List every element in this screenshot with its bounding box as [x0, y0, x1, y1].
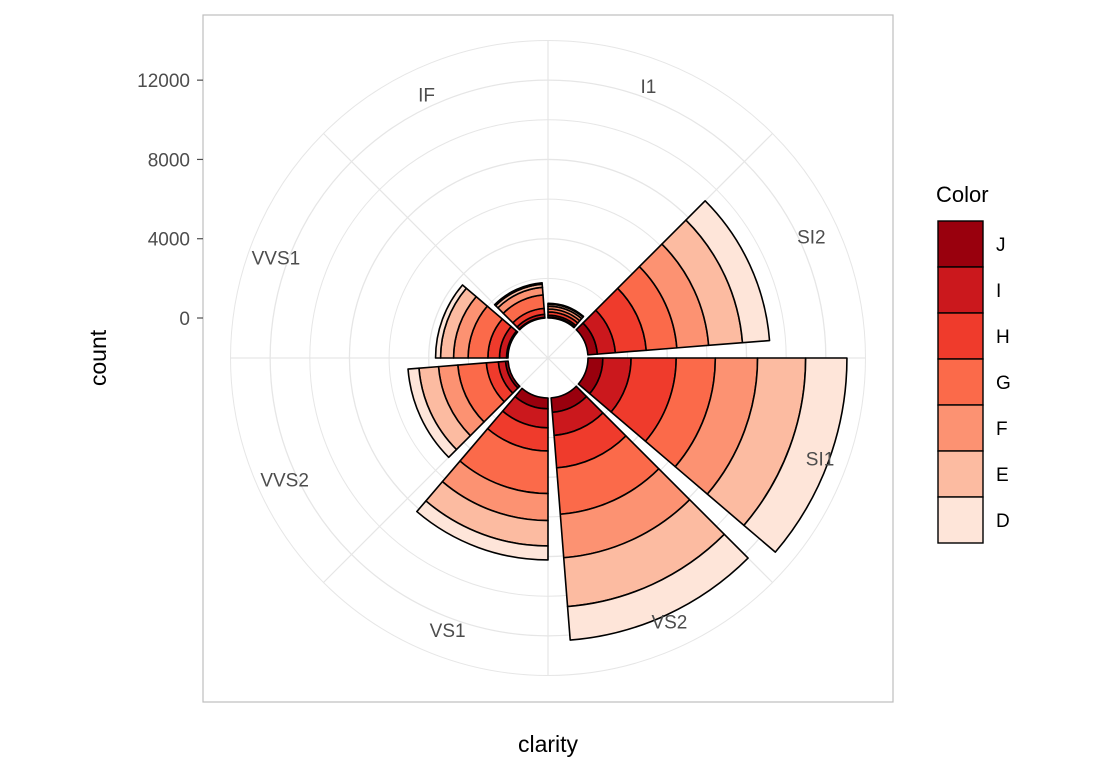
- legend-key: [937, 220, 984, 268]
- legend-key: [937, 404, 984, 452]
- legend-key: [937, 496, 984, 544]
- bar-segment: [434, 284, 468, 359]
- legend-title: Color: [936, 182, 989, 207]
- legend-label: G: [996, 373, 1011, 394]
- legend-label: F: [996, 419, 1008, 440]
- y-tick-label: 4000: [148, 230, 190, 251]
- bar-segment: [416, 500, 549, 561]
- legend-label: D: [996, 511, 1010, 532]
- y-axis-ticks: 0 4000 8000 12000: [137, 71, 203, 330]
- legend-key: [937, 450, 984, 498]
- legend-key: [937, 358, 984, 406]
- category-label: SI2: [797, 228, 826, 249]
- legend-key: [937, 266, 984, 314]
- bar-segment: [685, 200, 771, 344]
- x-axis-title: clarity: [518, 731, 579, 757]
- bar-segment: [493, 281, 543, 307]
- legend: Color J I H G F E D: [936, 182, 1011, 544]
- legend-key: [937, 312, 984, 360]
- legend-label: J: [996, 235, 1006, 256]
- y-tick-label: 8000: [148, 150, 190, 171]
- category-label: VS2: [651, 612, 687, 633]
- category-label: I1: [640, 77, 656, 98]
- bar-segment: [566, 533, 749, 641]
- bar-segment: [547, 302, 585, 318]
- category-label: VVS1: [252, 249, 301, 270]
- legend-label: H: [996, 327, 1010, 348]
- legend-label: I: [996, 281, 1001, 302]
- bars: [407, 200, 848, 641]
- y-axis-title: count: [85, 329, 111, 386]
- y-tick-label: 12000: [137, 71, 190, 92]
- bar-segment: [407, 367, 458, 459]
- y-tick-label: 0: [179, 309, 190, 330]
- category-label: IF: [418, 86, 435, 107]
- category-label: VVS2: [260, 470, 309, 491]
- category-label: SI1: [806, 449, 835, 470]
- category-label: VS1: [430, 621, 466, 642]
- legend-items: J I H G F E D: [937, 220, 1011, 544]
- legend-label: E: [996, 465, 1009, 486]
- category-labels: I1 SI2 SI1 VS2 VS1 VVS2 VVS1 IF: [252, 77, 835, 642]
- bar-segment: [743, 357, 848, 553]
